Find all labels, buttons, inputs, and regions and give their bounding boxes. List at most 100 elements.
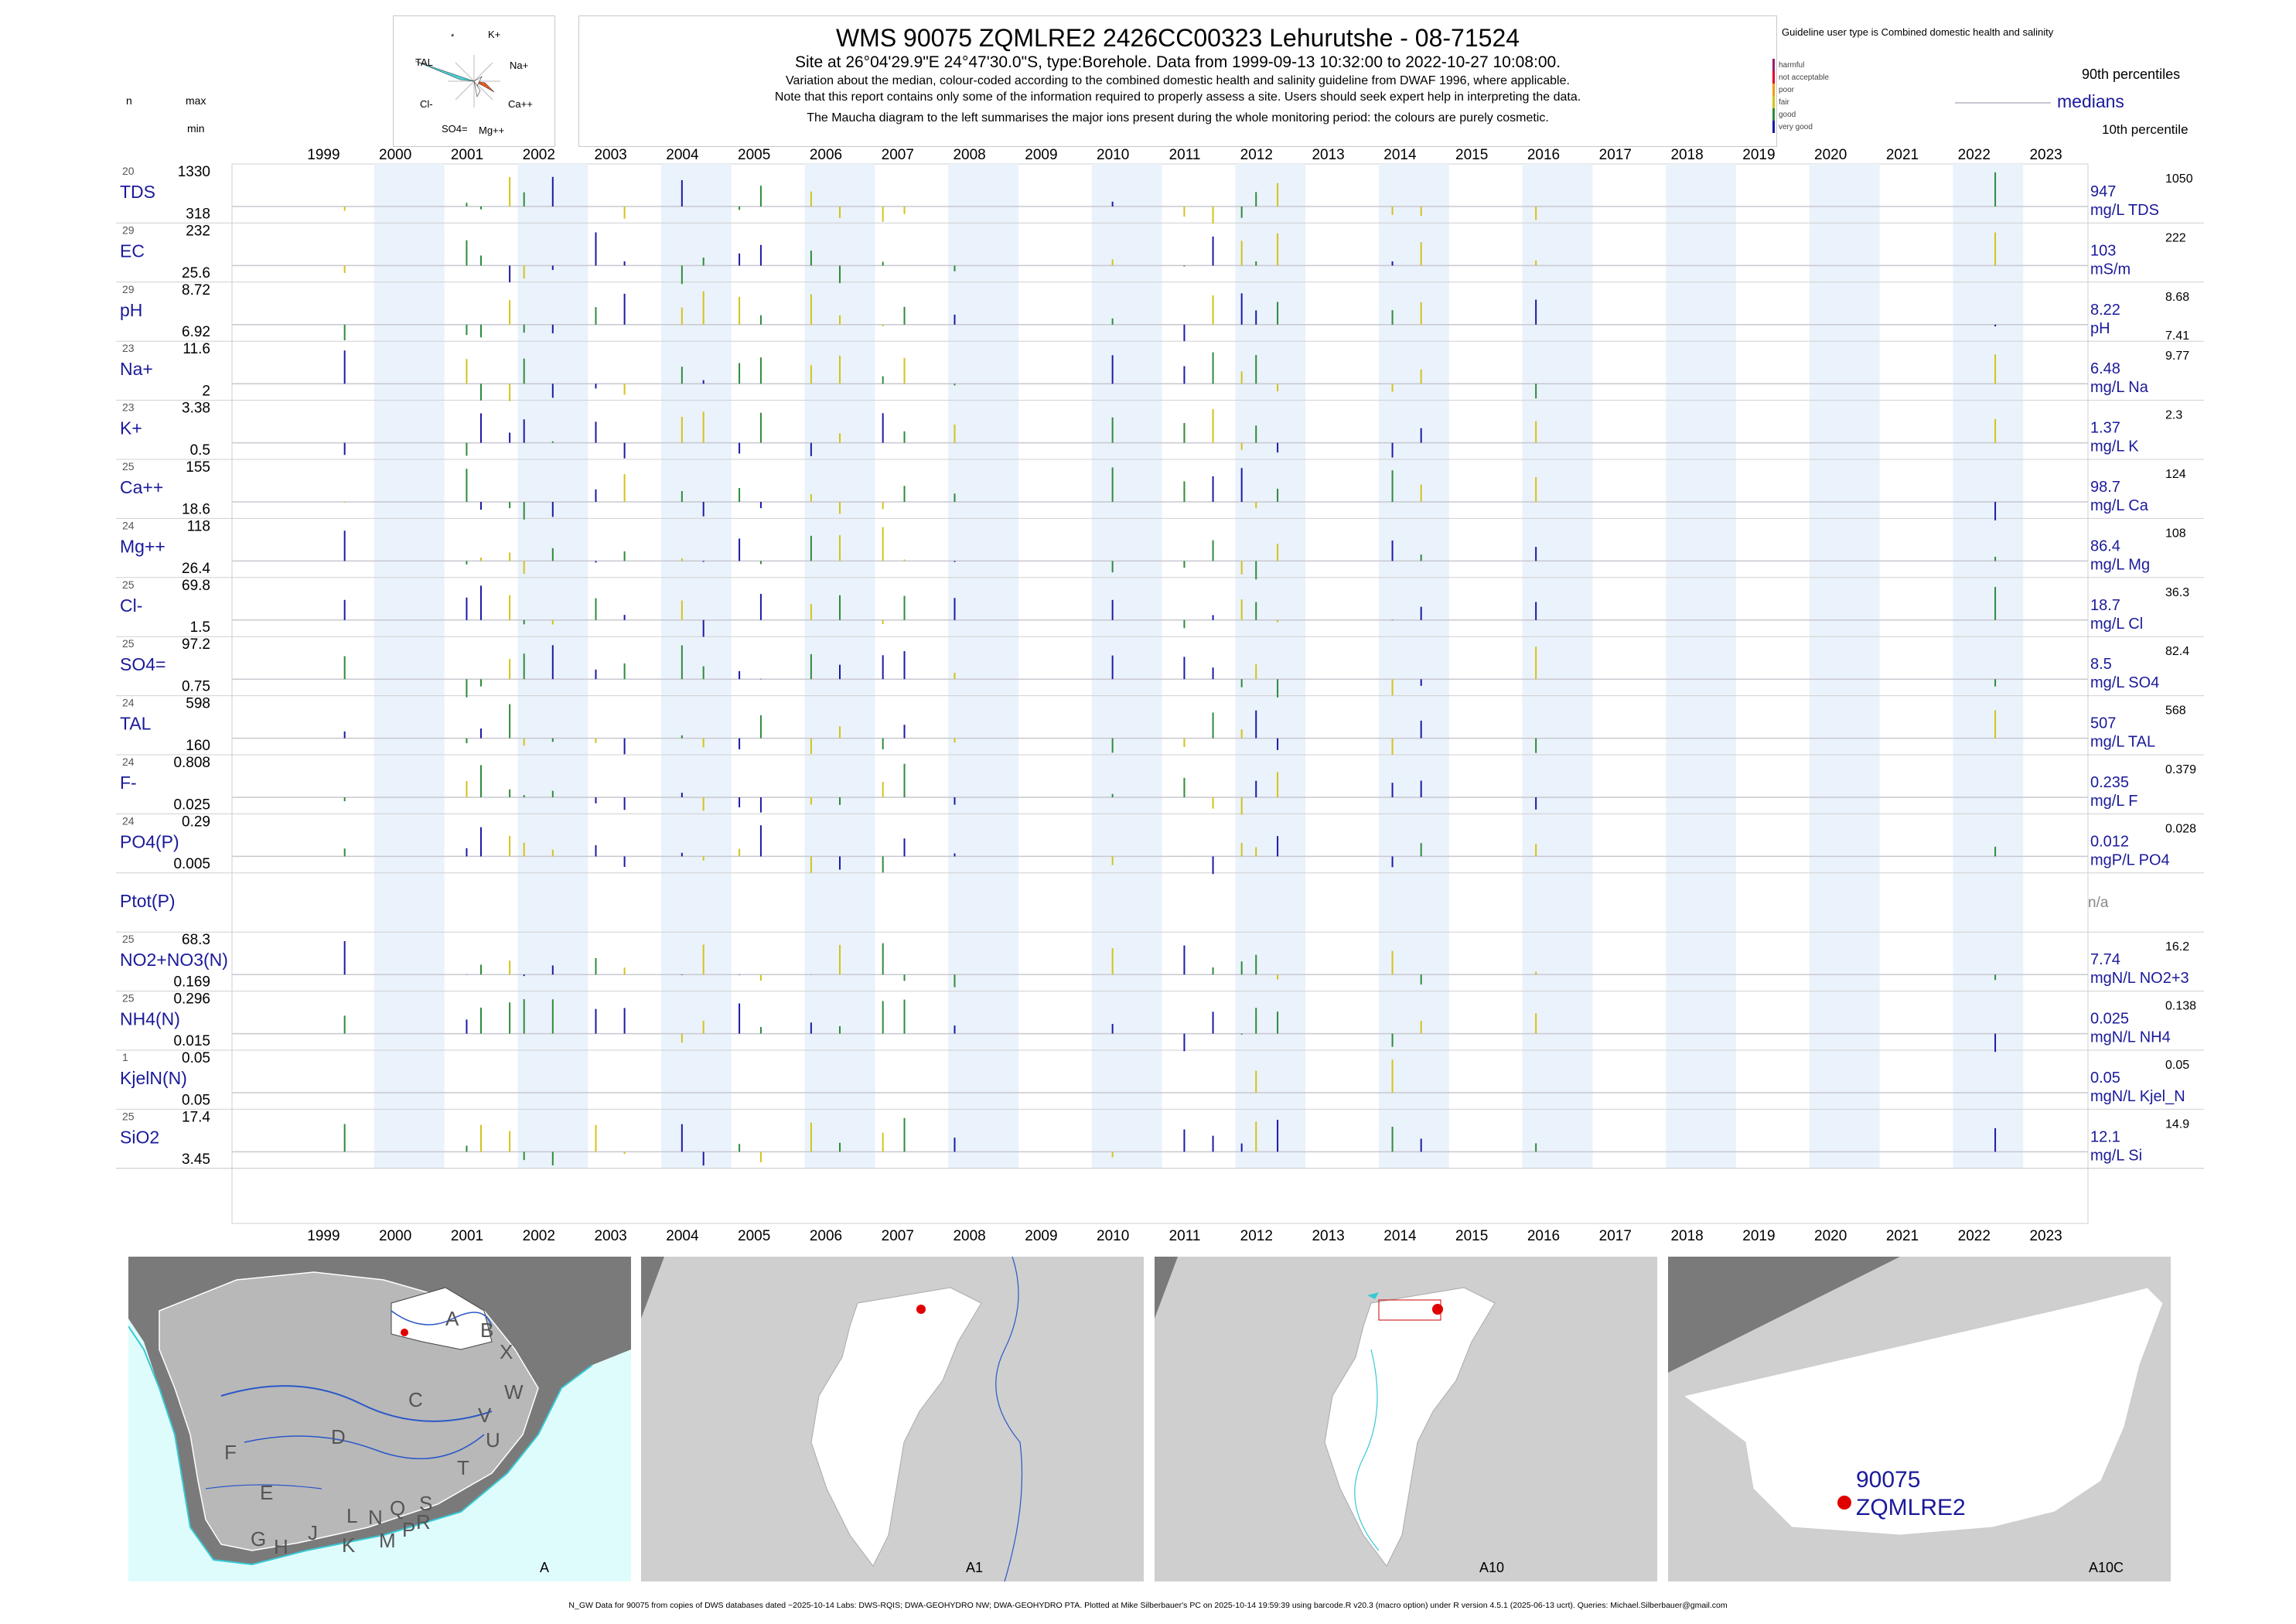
year-tick-label: 2008 [953, 1228, 985, 1244]
year-tick-label: 2005 [738, 147, 770, 163]
row-max: 68.3 [182, 932, 210, 948]
row-n: 24 [122, 519, 135, 531]
median-value: 98.7 [2090, 479, 2120, 496]
parameter-label: Mg++ [120, 536, 165, 556]
year-tick-label: 2016 [1527, 1228, 1560, 1244]
map-a10c-drawing [1668, 1257, 2164, 1536]
year-tick-label: 2012 [1240, 1228, 1273, 1244]
year-tick-label: 2020 [1814, 1228, 1847, 1244]
year-tick-label: 1999 [307, 1228, 339, 1244]
year-tick-label: 1999 [307, 147, 339, 163]
site-marker-a10c [1837, 1496, 1851, 1510]
year-tick-label: 2013 [1312, 1228, 1344, 1244]
row-min: 25.6 [182, 265, 210, 281]
row-n: 29 [122, 223, 135, 236]
year-band [661, 164, 732, 1169]
year-tick-label: 2000 [379, 147, 411, 163]
guideline-swatch [1772, 84, 1775, 96]
map-a10-drawing [1155, 1257, 1496, 1567]
guideline-title: Guideline user type is Combined domestic… [1782, 26, 2054, 38]
map-a-drawing [128, 1257, 631, 1566]
unit-label: mgN/L Kjel_N [2090, 1088, 2185, 1105]
drainage-letter: N [368, 1506, 383, 1529]
year-tick-label: 2002 [523, 1228, 555, 1244]
p90-value: 2.3 [2165, 409, 2182, 422]
drainage-letter: G [251, 1527, 267, 1551]
year-tick-label: 2007 [882, 1228, 914, 1244]
year-tick-label: 2023 [2029, 147, 2062, 163]
year-tick-label: 2006 [810, 147, 842, 163]
p10-label: 10th percentile [2102, 122, 2189, 137]
max-header: max [186, 94, 206, 107]
drainage-letter: A [445, 1307, 459, 1330]
year-band [948, 164, 1018, 1169]
parameter-label: SO4= [120, 654, 165, 674]
year-tick-label: 2021 [1886, 1228, 1919, 1244]
p90-value: 82.4 [2165, 645, 2189, 658]
unit-label: pH [2090, 320, 2110, 337]
year-tick-label: 2022 [1958, 1228, 1991, 1244]
page-title: WMS 90075 ZQMLRE2 2426CC00323 Lehurutshe… [835, 24, 1520, 52]
row-n: 23 [122, 342, 135, 354]
drainage-letter: U [486, 1428, 500, 1452]
row-min: 26.4 [182, 561, 210, 577]
row-max: 155 [186, 459, 210, 476]
drainage-letter: E [260, 1481, 274, 1504]
site-marker-a10 [1432, 1304, 1443, 1315]
map-a10c-label: A10C [2089, 1560, 2124, 1575]
p90-value: 36.3 [2165, 586, 2189, 599]
row-n: 25 [122, 460, 135, 473]
year-tick-label: 2017 [1599, 147, 1632, 163]
row-min: 0.015 [173, 1033, 210, 1049]
p90-value: 8.68 [2165, 291, 2189, 304]
note-2: Note that this report contains only some… [774, 90, 1581, 104]
p90-value: 108 [2165, 527, 2186, 540]
p90-value: 9.77 [2165, 350, 2189, 363]
parameter-label: NH4(N) [120, 1009, 180, 1029]
unit-label: mg/L TAL [2090, 734, 2155, 751]
median-value: 0.235 [2090, 774, 2129, 791]
unit-label: mgP/L PO4 [2090, 851, 2170, 868]
guideline-swatch [1772, 71, 1775, 84]
year-tick-label: 2007 [882, 147, 914, 163]
year-tick-label: 2022 [1958, 147, 1991, 163]
guideline-level-label: good [1779, 111, 1796, 119]
median-value: 7.74 [2090, 951, 2120, 968]
median-value: 18.7 [2090, 597, 2120, 614]
maucha-na-segment [473, 76, 483, 87]
barcode-chart: 1999 1999 2000 2000 2001 2001 2002 2002 2003 2003… [116, 147, 2204, 1244]
year-tick-label: 2012 [1240, 147, 1273, 163]
parameter-label: Ca++ [120, 477, 163, 497]
row-n: 23 [122, 401, 135, 414]
year-tick-label: 2019 [1742, 147, 1775, 163]
year-band [1666, 164, 1736, 1169]
p90-value: 124 [2165, 468, 2186, 481]
row-max: 0.808 [173, 755, 210, 771]
drainage-letter: R [416, 1510, 431, 1534]
parameter-label: Cl- [120, 595, 142, 616]
year-tick-label: 2006 [810, 1228, 842, 1244]
row-max: 0.29 [182, 814, 210, 830]
title-box: WMS 90075 ZQMLRE2 2426CC00323 Lehurutshe… [578, 15, 1777, 147]
site-name-label: ZQMLRE2 [1856, 1495, 1966, 1520]
drainage-letter: Q [390, 1496, 406, 1520]
year-tick-label: 2016 [1527, 147, 1560, 163]
guideline-level-label: very good [1779, 123, 1813, 131]
drainage-letter: K [342, 1534, 356, 1557]
map-a10-label: A10 [1479, 1560, 1505, 1575]
median-value: 1.37 [2090, 420, 2120, 437]
row-max: 11.6 [183, 341, 210, 357]
drainage-letter: H [274, 1535, 288, 1558]
median-value: 8.22 [2090, 302, 2120, 319]
unit-label: mgN/L NO2+3 [2090, 970, 2189, 987]
row-min: 2 [202, 384, 210, 400]
unit-label: mg/L F [2090, 793, 2138, 810]
row-n: 29 [122, 283, 135, 295]
row-max: 3.38 [182, 401, 210, 417]
drainage-letter: M [379, 1529, 396, 1552]
parameter-label: Na+ [120, 359, 153, 379]
year-tick-label: 2018 [1670, 147, 1703, 163]
row-min: 0.005 [173, 856, 210, 872]
drainage-letter: P [402, 1518, 416, 1541]
maucha-label-tal: TAL [415, 56, 433, 68]
